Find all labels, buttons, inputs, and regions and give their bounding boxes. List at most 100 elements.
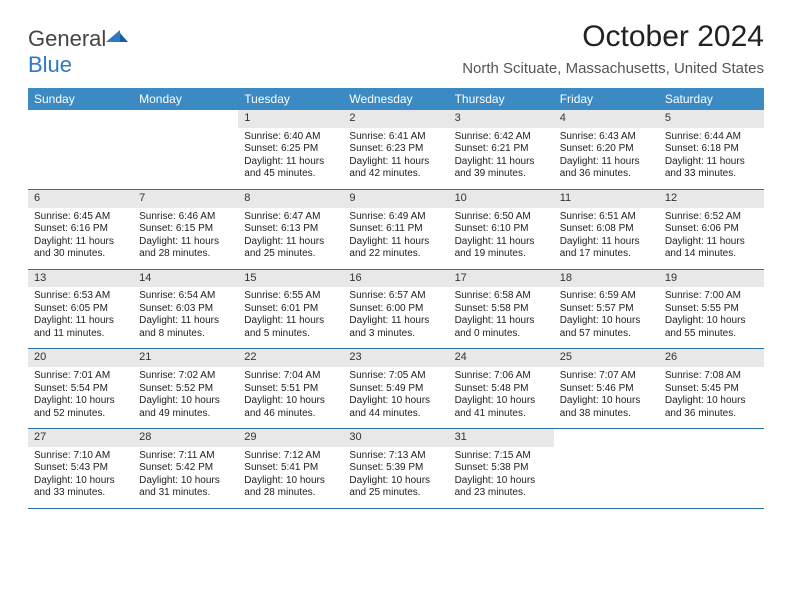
day-content-cell: Sunrise: 6:58 AMSunset: 5:58 PMDaylight:… [449,287,554,349]
day-content-cell: Sunrise: 6:50 AMSunset: 6:10 PMDaylight:… [449,208,554,270]
daylight-text-1: Daylight: 11 hours [455,156,548,169]
daylight-text-2: and 28 minutes. [244,487,337,500]
daylight-text-1: Daylight: 10 hours [455,475,548,488]
sunset-text: Sunset: 5:58 PM [455,303,548,316]
brand-part1: General [28,26,106,51]
day-content-cell: Sunrise: 6:52 AMSunset: 6:06 PMDaylight:… [659,208,764,270]
day-content-cell: Sunrise: 6:43 AMSunset: 6:20 PMDaylight:… [554,128,659,190]
day-number-cell: 19 [659,269,764,287]
day-number-cell: 1 [238,110,343,128]
daylight-text-2: and 49 minutes. [139,408,232,421]
day-number-cell: 25 [554,349,659,367]
sunrise-text: Sunrise: 6:52 AM [665,211,758,224]
day-number-cell: 20 [28,349,133,367]
content-row: Sunrise: 6:45 AMSunset: 6:16 PMDaylight:… [28,208,764,270]
daylight-text-1: Daylight: 10 hours [244,475,337,488]
daylight-text-2: and 39 minutes. [455,168,548,181]
weekday-header: Thursday [449,88,554,110]
daylight-text-2: and 25 minutes. [349,487,442,500]
weekday-header: Tuesday [238,88,343,110]
day-number-cell: 23 [343,349,448,367]
daylight-text-1: Daylight: 11 hours [349,315,442,328]
sunrise-text: Sunrise: 7:15 AM [455,450,548,463]
day-number-cell: 6 [28,189,133,207]
calendar-head: SundayMondayTuesdayWednesdayThursdayFrid… [28,88,764,110]
daylight-text-2: and 38 minutes. [560,408,653,421]
day-number-cell [28,110,133,128]
day-content-cell: Sunrise: 7:07 AMSunset: 5:46 PMDaylight:… [554,367,659,429]
daylight-text-2: and 41 minutes. [455,408,548,421]
daylight-text-1: Daylight: 11 hours [665,236,758,249]
sunset-text: Sunset: 6:13 PM [244,223,337,236]
daylight-text-2: and 0 minutes. [455,328,548,341]
daylight-text-1: Daylight: 10 hours [665,315,758,328]
calendar-table: SundayMondayTuesdayWednesdayThursdayFrid… [28,88,764,509]
sunrise-text: Sunrise: 7:08 AM [665,370,758,383]
sunrise-text: Sunrise: 7:10 AM [34,450,127,463]
brand-mark-icon [106,28,128,46]
sunset-text: Sunset: 6:03 PM [139,303,232,316]
day-content-cell: Sunrise: 6:42 AMSunset: 6:21 PMDaylight:… [449,128,554,190]
daylight-text-2: and 5 minutes. [244,328,337,341]
daylight-text-1: Daylight: 11 hours [349,236,442,249]
sunrise-text: Sunrise: 6:59 AM [560,290,653,303]
sunset-text: Sunset: 5:52 PM [139,383,232,396]
daylight-text-2: and 33 minutes. [665,168,758,181]
day-number-cell: 22 [238,349,343,367]
day-number-cell: 4 [554,110,659,128]
day-number-cell: 7 [133,189,238,207]
sunrise-text: Sunrise: 7:04 AM [244,370,337,383]
sunset-text: Sunset: 6:20 PM [560,143,653,156]
daylight-text-1: Daylight: 10 hours [244,395,337,408]
daylight-text-1: Daylight: 10 hours [139,395,232,408]
sunset-text: Sunset: 6:15 PM [139,223,232,236]
sunrise-text: Sunrise: 7:01 AM [34,370,127,383]
daylight-text-2: and 44 minutes. [349,408,442,421]
daylight-text-1: Daylight: 11 hours [244,236,337,249]
day-number-cell [133,110,238,128]
day-number-cell: 24 [449,349,554,367]
day-number-cell: 10 [449,189,554,207]
sunset-text: Sunset: 5:45 PM [665,383,758,396]
day-number-cell [659,429,764,447]
daylight-text-1: Daylight: 11 hours [139,236,232,249]
day-content-cell: Sunrise: 6:49 AMSunset: 6:11 PMDaylight:… [343,208,448,270]
day-number-cell: 27 [28,429,133,447]
day-content-cell: Sunrise: 6:57 AMSunset: 6:00 PMDaylight:… [343,287,448,349]
daylight-text-2: and 28 minutes. [139,248,232,261]
brand-name: GeneralBlue [28,26,128,78]
sunset-text: Sunset: 6:05 PM [34,303,127,316]
sunrise-text: Sunrise: 6:49 AM [349,211,442,224]
daylight-text-1: Daylight: 11 hours [349,156,442,169]
daynum-row: 12345 [28,110,764,128]
sunrise-text: Sunrise: 7:11 AM [139,450,232,463]
daylight-text-1: Daylight: 11 hours [560,156,653,169]
sunrise-text: Sunrise: 6:42 AM [455,131,548,144]
daylight-text-1: Daylight: 11 hours [244,156,337,169]
sunrise-text: Sunrise: 7:02 AM [139,370,232,383]
daylight-text-2: and 19 minutes. [455,248,548,261]
day-number-cell: 8 [238,189,343,207]
day-content-cell [554,447,659,509]
day-content-cell [659,447,764,509]
daylight-text-2: and 42 minutes. [349,168,442,181]
day-number-cell: 9 [343,189,448,207]
daylight-text-1: Daylight: 10 hours [34,395,127,408]
day-number-cell: 26 [659,349,764,367]
daylight-text-1: Daylight: 10 hours [34,475,127,488]
day-content-cell: Sunrise: 7:04 AMSunset: 5:51 PMDaylight:… [238,367,343,429]
day-number-cell: 30 [343,429,448,447]
day-number-cell: 15 [238,269,343,287]
weekday-header: Monday [133,88,238,110]
day-number-cell: 3 [449,110,554,128]
day-number-cell: 5 [659,110,764,128]
sunrise-text: Sunrise: 6:46 AM [139,211,232,224]
daylight-text-2: and 33 minutes. [34,487,127,500]
sunset-text: Sunset: 6:01 PM [244,303,337,316]
daylight-text-1: Daylight: 10 hours [665,395,758,408]
daylight-text-1: Daylight: 10 hours [349,395,442,408]
month-title: October 2024 [462,20,764,54]
day-content-cell: Sunrise: 7:06 AMSunset: 5:48 PMDaylight:… [449,367,554,429]
daylight-text-2: and 45 minutes. [244,168,337,181]
day-content-cell: Sunrise: 6:47 AMSunset: 6:13 PMDaylight:… [238,208,343,270]
